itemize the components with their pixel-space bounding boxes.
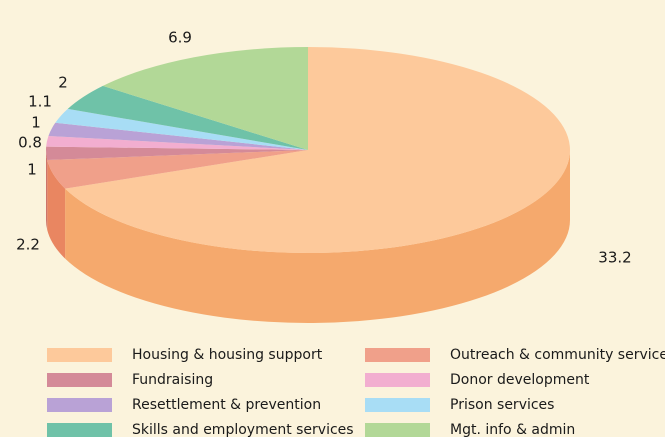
legend-swatch xyxy=(47,423,112,437)
value-label: 0.8 xyxy=(18,134,42,152)
value-label: 6.9 xyxy=(168,29,192,47)
value-label: 33.2 xyxy=(598,249,631,267)
legend-label: Housing & housing support xyxy=(132,347,323,363)
pie-slice xyxy=(55,108,308,150)
legend-swatch xyxy=(47,348,112,362)
pie-slice xyxy=(47,150,309,189)
pie-side xyxy=(47,160,66,259)
legend-label: Mgt. info & admin xyxy=(450,422,575,437)
pie-slice xyxy=(102,47,309,150)
pie-slice xyxy=(67,85,308,150)
pie-slice xyxy=(46,146,308,161)
legend-label: Donor development xyxy=(450,372,590,388)
legend-label: Resettlement & prevention xyxy=(132,397,321,413)
value-label: 2.2 xyxy=(16,236,40,254)
value-label: 2 xyxy=(58,74,68,92)
legend-swatch xyxy=(365,348,430,362)
pie-slice xyxy=(46,135,308,150)
legend-swatch xyxy=(47,373,112,387)
legend-label: Outreach & community services xyxy=(450,347,665,363)
legend-swatch xyxy=(365,398,430,412)
value-label: 1 xyxy=(31,114,41,132)
legend-label: Fundraising xyxy=(132,372,213,388)
pie-slice xyxy=(65,47,570,253)
legend-label: Prison services xyxy=(450,397,554,413)
legend-swatch xyxy=(365,373,430,387)
value-label: 1 xyxy=(27,161,37,179)
value-label: 1.1 xyxy=(28,93,52,111)
pie-slice xyxy=(48,122,308,150)
pie-side xyxy=(65,150,570,324)
legend-swatch xyxy=(365,423,430,437)
legend-label: Skills and employment services xyxy=(132,422,354,437)
pie-side xyxy=(46,150,48,231)
legend-swatch xyxy=(47,398,112,412)
